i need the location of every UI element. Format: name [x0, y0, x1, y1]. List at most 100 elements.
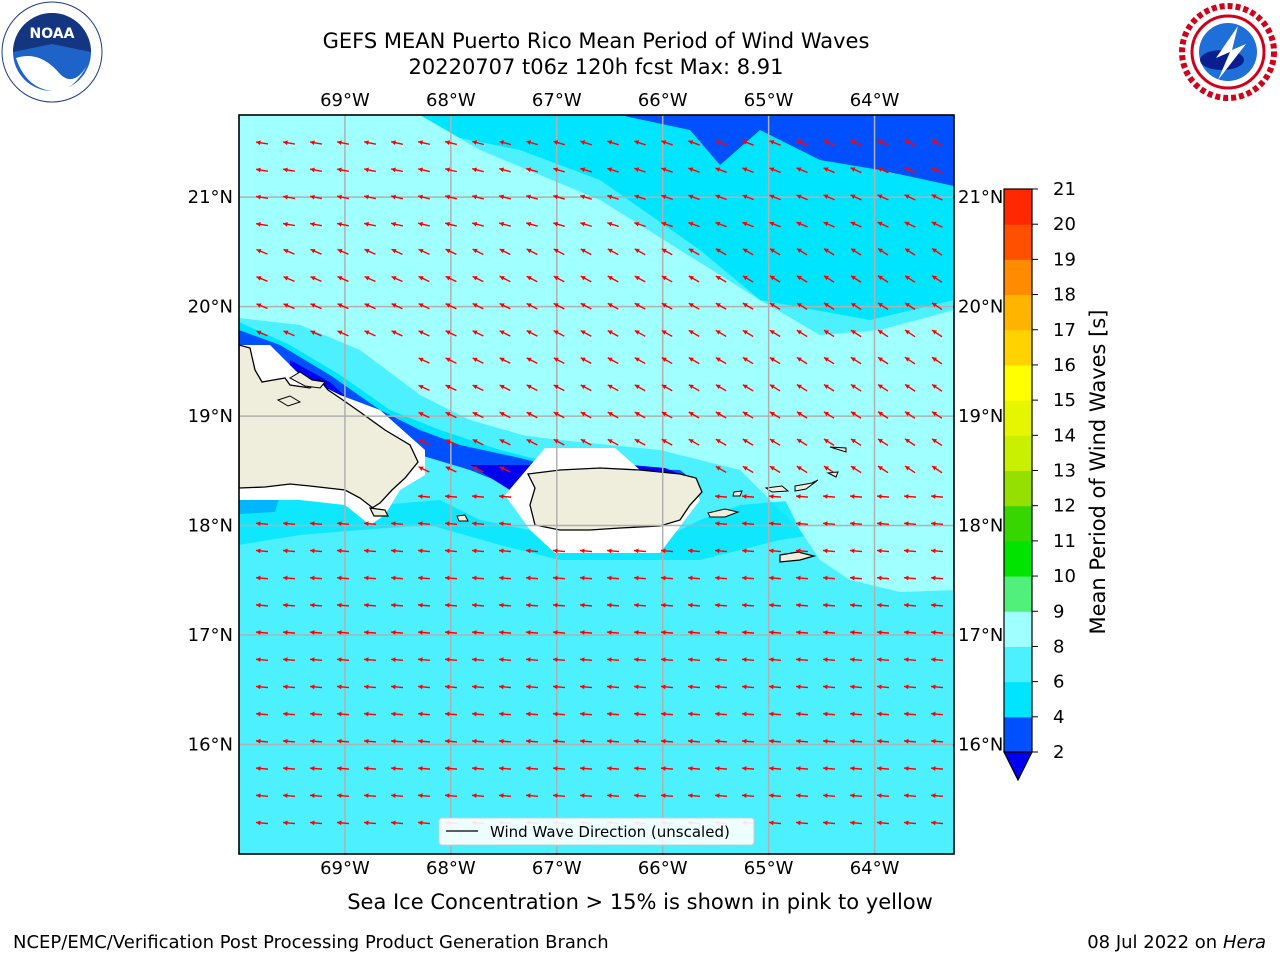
wind-arrow — [606, 738, 620, 744]
wind-arrow — [850, 383, 862, 392]
wind-arrow — [580, 302, 592, 310]
wind-arrow — [526, 438, 538, 446]
map-frame — [238, 114, 955, 855]
wind-arrow — [796, 438, 808, 446]
wind-arrow — [823, 221, 835, 228]
wind-arrow — [795, 575, 809, 581]
footer-host: Hera — [1222, 932, 1266, 953]
wind-arrow — [931, 302, 943, 311]
wind-arrow — [282, 820, 296, 826]
wind-arrow — [715, 411, 727, 419]
wind-arrow — [822, 630, 836, 635]
colorbar-segment — [1004, 329, 1032, 366]
wind-arrow — [282, 766, 296, 771]
wind-arrow — [633, 602, 647, 608]
wind-arrow — [796, 356, 808, 365]
wind-arrow — [498, 602, 512, 608]
wind-arrow — [877, 167, 889, 174]
wind-arrow — [606, 602, 620, 608]
wind-arrow — [606, 548, 620, 554]
wind-arrow — [444, 602, 458, 608]
wind-arrow — [525, 793, 539, 799]
wind-arrow — [498, 630, 512, 635]
wind-arrow — [282, 738, 296, 744]
wind-arrow — [930, 630, 944, 635]
wind-arrow — [634, 221, 646, 228]
wind-arrow — [472, 140, 484, 146]
wind-arrow — [472, 275, 484, 283]
wind-arrow — [255, 738, 269, 744]
wind-arrow — [363, 766, 377, 771]
wind-arrow — [876, 575, 890, 581]
wind-arrow — [282, 657, 296, 663]
wind-arrow — [876, 494, 890, 499]
wind-arrow — [715, 438, 727, 446]
wind-arrow — [687, 575, 701, 581]
wind-arrow — [472, 466, 484, 473]
wind-arrow — [418, 275, 430, 283]
wind-arrow — [742, 438, 754, 446]
wind-arrow — [283, 330, 295, 337]
wind-arrow — [444, 793, 458, 799]
wind-arrow — [931, 166, 943, 174]
wind-arrow — [525, 738, 539, 744]
wind-arrow — [930, 738, 944, 744]
wind-arrow — [337, 330, 349, 337]
ocean-2-4-band-north — [620, 115, 954, 186]
wind-arrow — [526, 194, 538, 200]
wind-arrow — [336, 657, 350, 663]
wind-arrow — [823, 356, 835, 365]
wind-arrow — [282, 630, 296, 635]
wind-arrow — [796, 140, 808, 146]
hispaniola-land — [239, 344, 419, 513]
wind-arrow — [282, 194, 296, 200]
wind-arrow — [363, 602, 377, 608]
lon-label-top: 69°W — [320, 90, 370, 111]
wind-arrow — [498, 684, 512, 690]
wind-arrow — [336, 766, 350, 771]
wind-arrow — [849, 575, 863, 581]
wind-arrow — [607, 275, 619, 283]
colorbar-segment — [1004, 505, 1032, 542]
wind-arrow — [391, 330, 403, 337]
wind-arrow — [390, 575, 404, 581]
wind-arrow — [580, 194, 592, 200]
wind-arrow — [822, 766, 836, 771]
wind-arrow — [850, 329, 862, 338]
wind-arrow — [904, 383, 916, 392]
map-axis-labels: 69°W 69°W 68°W 68°W 67°W 67°W 66°W 66°W 65°W 65°W… — [188, 90, 1004, 879]
wind-arrow — [282, 793, 296, 799]
wind-arrow — [418, 384, 430, 392]
wind-arrow — [445, 466, 457, 473]
wind-arrow — [687, 684, 701, 690]
colorbar-tick-label: 4 — [1053, 707, 1064, 728]
colorbar-segment — [1004, 364, 1032, 401]
wind-arrow — [498, 657, 512, 663]
wind-arrow — [661, 411, 673, 419]
wind-arrow — [796, 411, 808, 419]
wind-arrow — [741, 711, 755, 717]
colorbar-segment — [1004, 681, 1032, 718]
wind-arrow — [607, 248, 619, 256]
wind-arrow — [904, 302, 916, 311]
wind-arrow — [742, 465, 754, 474]
ocean-4-6-band-south — [239, 496, 954, 560]
wind-arrow — [795, 684, 809, 690]
wind-arrow — [742, 411, 754, 419]
wind-arrow — [471, 602, 485, 608]
wind-arrow — [499, 140, 511, 146]
wind-arrow — [363, 738, 377, 744]
lat-label-right: 18°N — [958, 516, 1003, 537]
wind-arrow — [445, 167, 457, 173]
wind-arrow — [715, 275, 727, 283]
wind-arrow — [553, 411, 565, 419]
wind-arrow — [688, 221, 700, 228]
wind-arrow — [472, 221, 484, 227]
wind-arrow — [526, 167, 538, 173]
wind-arrow — [390, 548, 404, 554]
wind-arrow — [525, 657, 539, 663]
wind-arrow — [418, 330, 430, 337]
colorbar-tick-label: 9 — [1053, 601, 1064, 622]
wind-wave-direction-arrows — [255, 139, 944, 826]
lon-label-bottom: 68°W — [426, 858, 476, 879]
